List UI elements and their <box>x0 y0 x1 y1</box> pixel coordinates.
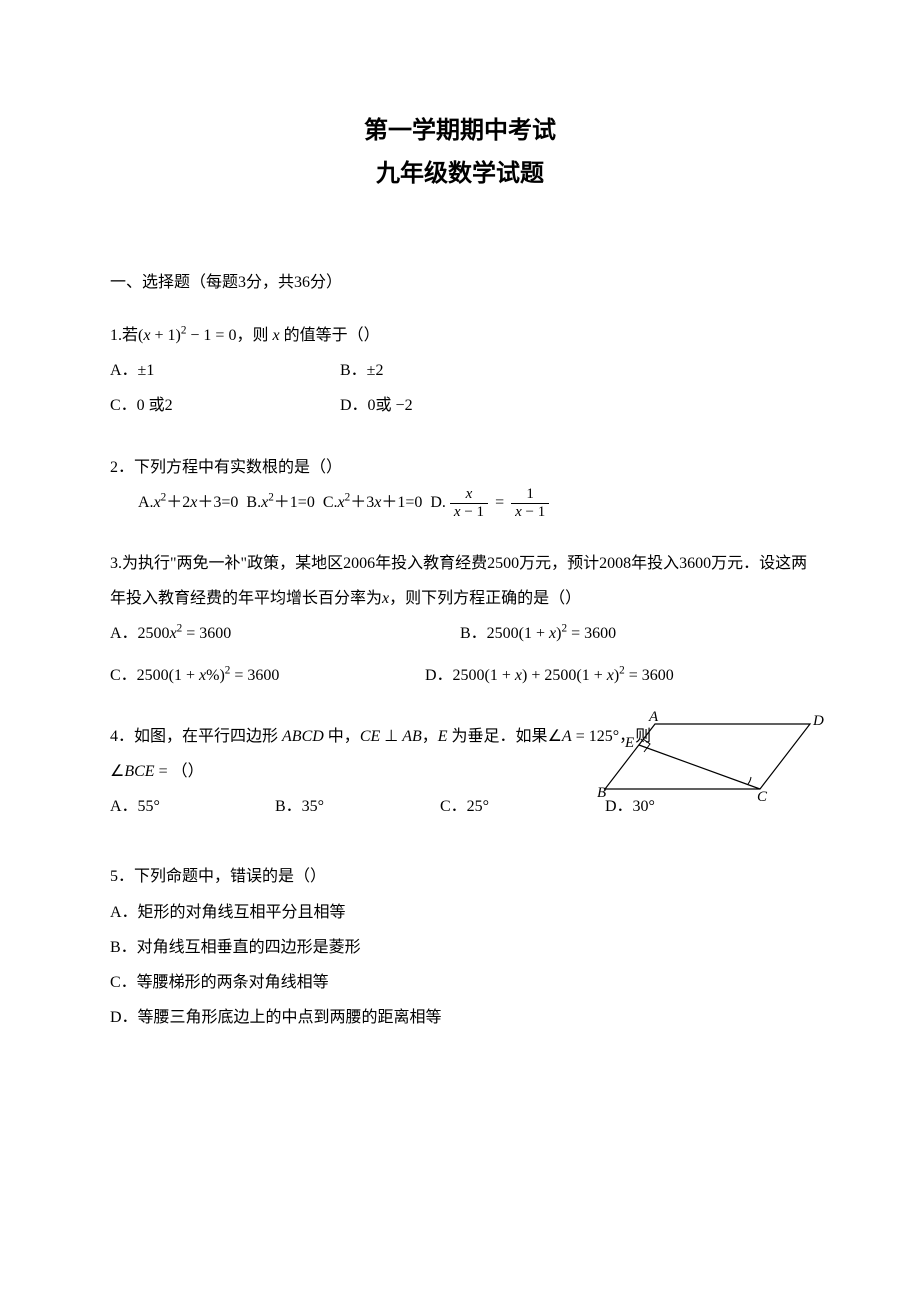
q4-option-a: A．55° <box>110 789 275 824</box>
q1-stem-mid: ，则 <box>236 327 272 344</box>
label-d: D <box>812 713 824 729</box>
q2-frac1-num: x <box>450 486 488 504</box>
q3-options-row2: C．2500(1 + x%)2 = 3600 D．2500(1 + x) + 2… <box>110 658 810 693</box>
angle-arc-c <box>748 777 751 784</box>
q3-option-a: A．2500x2 = 3600 <box>110 616 460 651</box>
q5-stem: 5．下列命题中，错误的是（） <box>110 859 810 894</box>
q3-options-row1: A．2500x2 = 3600 B．2500(1 + x)2 = 3600 <box>110 616 810 651</box>
q2-frac2: 1 x − 1 <box>511 486 549 520</box>
q5-option-c: C．等腰梯形的两条对角线相等 <box>110 965 810 1000</box>
page-subtitle: 九年级数学试题 <box>110 153 810 188</box>
q2-frac1: x x − 1 <box>450 486 488 520</box>
question-5: 5．下列命题中，错误的是（） A．矩形的对角线互相平分且相等 B．对角线互相垂直… <box>110 859 810 1035</box>
q5-option-d: D．等腰三角形底边上的中点到两腰的距离相等 <box>110 1000 810 1035</box>
q5-option-a: A．矩形的对角线互相平分且相等 <box>110 895 810 930</box>
label-c: C <box>757 789 768 804</box>
q4-ce: CE <box>360 728 380 745</box>
q2-options: A.x2＋2x＋3=0 B.x2＋1=0 C.x2＋3x＋1=0 D. x x … <box>110 485 810 520</box>
q2-option-d: D. x x − 1 = 1 x − 1 <box>430 485 549 520</box>
q4-angle-bce: ∠BCE = <box>110 763 172 780</box>
line-ce <box>639 745 760 789</box>
q1-math: (x + 1)2 − 1 = 0 <box>138 327 236 344</box>
q3-option-d: D．2500(1 + x) + 2500(1 + x)2 = 3600 <box>425 658 810 693</box>
q3-option-c: C．2500(1 + x%)2 = 3600 <box>110 658 425 693</box>
q4-post: （） <box>172 763 204 780</box>
q1-option-a: A．±1 <box>110 353 340 388</box>
q1-stem-pre: 1.若 <box>110 327 138 344</box>
q2-frac2-num: 1 <box>511 486 549 504</box>
q2-frac1-den: x − 1 <box>450 504 488 521</box>
q3-stem: 3.为执行"两免一补"政策，某地区2006年投入教育经费2500万元，预计200… <box>110 546 810 616</box>
q2-stem: 2．下列方程中有实数根的是（） <box>110 450 810 485</box>
q1-option-c: C．0 或2 <box>110 388 340 423</box>
q2-frac2-den: x − 1 <box>511 504 549 521</box>
q4-option-c: C．25° <box>440 789 605 824</box>
q1-var: x <box>272 327 279 344</box>
q4-perp: ⊥ <box>380 728 402 745</box>
q3-stem-post: ，则下列方程正确的是（） <box>389 590 581 607</box>
question-1: 1.若(x + 1)2 − 1 = 0，则 x 的值等于（） A．±1 B．±2… <box>110 318 810 424</box>
q1-option-b: B．±2 <box>340 353 570 388</box>
q3-option-b: B．2500(1 + x)2 = 3600 <box>460 616 810 651</box>
q4-mid2: ， <box>422 728 438 745</box>
label-b: B <box>597 785 606 801</box>
parallelogram-figure: A D B C E <box>595 709 825 804</box>
q4-pre: 4．如图，在平行四边形 <box>110 728 282 745</box>
q2-option-b: B.x2＋1=0 <box>246 485 322 520</box>
q2-option-c: C.x2＋3x＋1=0 <box>323 485 431 520</box>
q4-ab: AB <box>402 728 422 745</box>
q4-e: E <box>438 728 448 745</box>
label-e: E <box>624 735 634 751</box>
q4-option-b: B．35° <box>275 789 440 824</box>
q4-mid3: 为垂足．如果 <box>448 728 548 745</box>
question-4: 4．如图，在平行四边形 ABCD 中，CE ⊥ AB，E 为垂足．如果∠A = … <box>110 719 810 825</box>
label-a: A <box>648 709 659 725</box>
section-1-header: 一、选择题（每题3分，共36分） <box>110 268 810 292</box>
q4-mid1: 中， <box>324 728 360 745</box>
q1-stem-post: 的值等于（） <box>280 327 380 344</box>
q1-options-row2: C．0 或2 D．0或 −2 <box>110 388 810 423</box>
question-3: 3.为执行"两免一补"政策，某地区2006年投入教育经费2500万元，预计200… <box>110 546 810 693</box>
page-title: 第一学期期中考试 <box>110 110 810 145</box>
q1-options-row1: A．±1 B．±2 <box>110 353 810 388</box>
q2-eq: = <box>492 494 507 511</box>
q5-option-b: B．对角线互相垂直的四边形是菱形 <box>110 930 810 965</box>
q2-d-pre: D. <box>430 494 446 511</box>
question-2: 2．下列方程中有实数根的是（） A.x2＋2x＋3=0 B.x2＋1=0 C.x… <box>110 450 810 521</box>
q4-abcd: ABCD <box>282 728 324 745</box>
parallelogram-shape <box>605 724 810 789</box>
q1-stem: 1.若(x + 1)2 − 1 = 0，则 x 的值等于（） <box>110 318 810 353</box>
q2-option-a: A.x2＋2x＋3=0 <box>138 485 246 520</box>
exam-page: 第一学期期中考试 九年级数学试题 一、选择题（每题3分，共36分） 1.若(x … <box>0 0 920 1302</box>
q1-option-d: D．0或 −2 <box>340 388 570 423</box>
right-angle-marker <box>643 739 650 752</box>
